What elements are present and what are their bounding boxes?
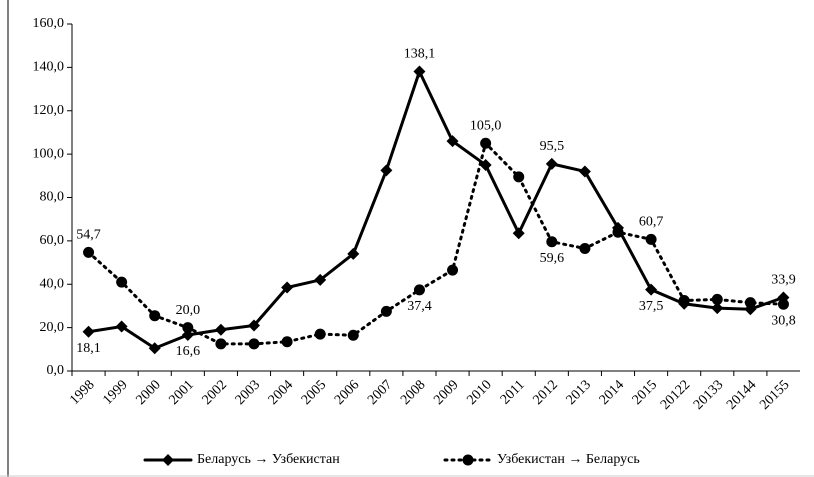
x-tick-label: 20122 [658, 377, 693, 412]
data-point [248, 319, 260, 332]
data-point [480, 137, 492, 149]
data-label: 138,1 [404, 47, 436, 62]
data-point [380, 305, 392, 317]
data-label: 33,9 [771, 273, 796, 288]
y-tick-label: 100,0 [33, 146, 65, 161]
x-tick-label: 1998 [67, 377, 97, 407]
y-tick-label: 60,0 [40, 233, 65, 248]
data-label: 37,5 [639, 299, 664, 314]
data-point [281, 336, 293, 348]
x-tick-label: 2013 [564, 377, 594, 407]
data-point [645, 233, 657, 245]
data-label: 16,6 [176, 344, 201, 359]
data-point [281, 281, 294, 294]
x-tick-label: 20144 [724, 377, 759, 412]
data-point [579, 242, 591, 254]
y-tick-label: 120,0 [33, 103, 65, 118]
data-point [744, 297, 756, 309]
data-point [182, 322, 194, 334]
y-tick-label: 80,0 [40, 190, 65, 205]
data-point [512, 227, 525, 240]
x-tick-label: 2006 [332, 377, 362, 407]
data-point [645, 283, 658, 296]
x-tick-label: 2005 [299, 377, 329, 407]
series-line [87, 140, 785, 346]
x-tick-label: 2007 [365, 377, 395, 407]
data-point [513, 171, 525, 183]
data-point [215, 338, 227, 350]
y-tick-label: 20,0 [40, 320, 65, 335]
data-point [413, 65, 426, 78]
data-point [347, 247, 360, 260]
x-tick-label: 2012 [531, 377, 561, 407]
x-tick-label: 2000 [133, 377, 163, 407]
data-point [248, 338, 260, 350]
data-label: 18,1 [76, 341, 101, 356]
data-point [711, 302, 724, 315]
x-tick-label: 2001 [167, 377, 197, 407]
data-point [314, 273, 327, 286]
data-point [82, 325, 95, 338]
data-label: 20,0 [176, 303, 201, 318]
x-tick-label: 2009 [431, 377, 461, 407]
x-tick-label: 2014 [597, 377, 627, 407]
series-line [87, 67, 785, 350]
data-point [380, 164, 393, 177]
data-point [545, 157, 558, 170]
data-label: 30,8 [771, 313, 796, 328]
data-point [214, 323, 227, 336]
x-tick-label: 2004 [266, 377, 296, 407]
legend-marker [162, 454, 174, 466]
x-tick-label: 2010 [464, 377, 494, 407]
legend-marker [462, 454, 474, 466]
x-tick-label: 2015 [630, 377, 660, 407]
legend-label: Узбекистан → Беларусь [497, 452, 640, 467]
y-tick-label: 40,0 [40, 276, 65, 291]
data-point [546, 236, 558, 248]
data-point [314, 328, 326, 340]
data-point [612, 226, 624, 238]
data-point [446, 135, 459, 148]
data-label: 37,4 [407, 299, 432, 314]
legend-label: Беларусь → Узбекистан [197, 452, 340, 467]
y-tick-label: 0,0 [47, 363, 65, 378]
data-point [678, 295, 690, 307]
data-point [83, 246, 95, 258]
x-tick-label: 2008 [398, 377, 428, 407]
data-label: 105,0 [470, 119, 502, 134]
y-tick-label: 160,0 [33, 16, 65, 31]
data-point [148, 342, 161, 355]
data-point [578, 165, 591, 178]
x-tick-label: 20155 [757, 377, 792, 412]
data-point [711, 293, 723, 305]
data-label: 59,6 [540, 251, 565, 266]
data-point [116, 276, 128, 288]
y-tick-label: 140,0 [33, 60, 65, 75]
data-point [413, 284, 425, 296]
data-label: 60,7 [639, 215, 664, 230]
x-tick-label: 2003 [233, 377, 263, 407]
data-point [115, 320, 128, 333]
data-point [149, 310, 161, 322]
data-point [447, 264, 459, 276]
data-label: 95,5 [540, 139, 565, 154]
data-point [347, 329, 359, 341]
x-tick-label: 2011 [498, 377, 528, 407]
x-tick-label: 2002 [200, 377, 230, 407]
x-tick-label: 20133 [691, 377, 726, 412]
data-label: 54,7 [76, 228, 101, 243]
data-point [777, 298, 789, 310]
data-point [479, 158, 492, 171]
x-tick-label: 1999 [100, 377, 130, 407]
